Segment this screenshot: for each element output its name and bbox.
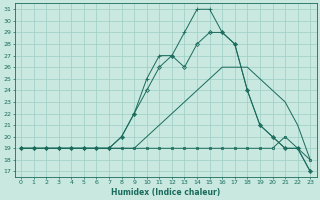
X-axis label: Humidex (Indice chaleur): Humidex (Indice chaleur) (111, 188, 220, 197)
